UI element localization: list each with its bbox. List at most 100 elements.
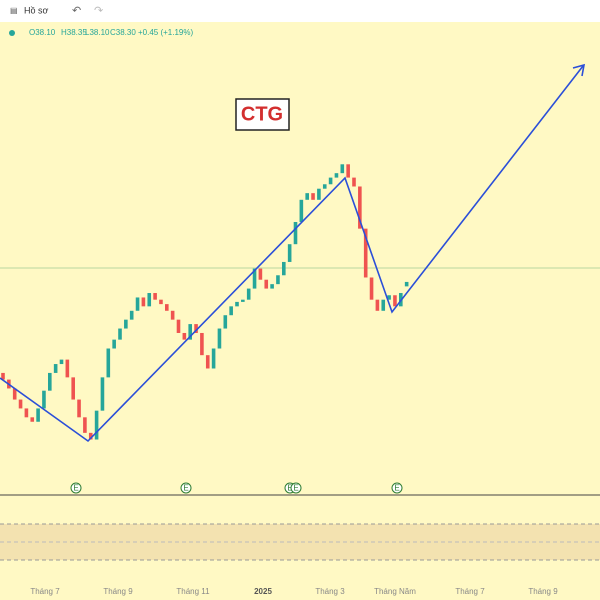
- chart-title: CTG: [241, 103, 283, 125]
- x-tick-label: 2025: [254, 587, 272, 596]
- candle-body: [305, 193, 309, 200]
- event-marker: [180, 482, 192, 494]
- candle-body: [176, 319, 181, 333]
- candle-body: [12, 388, 17, 400]
- candle-body: [94, 410, 99, 440]
- candle-body: [381, 299, 386, 311]
- event-marker: [70, 482, 82, 494]
- candle-body: [334, 173, 339, 178]
- candle-body: [48, 372, 52, 391]
- x-tick-label: Tháng 11: [176, 587, 210, 596]
- candle-body: [205, 355, 210, 369]
- candle-body: [194, 324, 198, 333]
- event-marker: [391, 482, 403, 494]
- candle-body: [340, 164, 345, 174]
- undo-button[interactable]: ↶: [72, 5, 81, 17]
- redo-button[interactable]: ↷: [94, 5, 103, 17]
- event-marker: [290, 482, 302, 494]
- trend-path: [0, 65, 584, 443]
- candle-body: [36, 408, 40, 422]
- legend-high: H38.35: [61, 28, 87, 37]
- candle-body: [282, 261, 286, 276]
- legend-dot: [9, 30, 15, 36]
- candle-body: [311, 193, 315, 200]
- candle-body: [18, 399, 23, 409]
- candle-body: [375, 299, 380, 311]
- candle-body: [387, 295, 391, 300]
- candle-body: [317, 188, 321, 200]
- event-label: E: [293, 484, 298, 493]
- candle-body: [112, 339, 116, 349]
- candle-body: [346, 164, 350, 178]
- candle-body: [106, 348, 111, 378]
- candle-body: [358, 186, 362, 229]
- candle-body: [71, 377, 75, 400]
- candle-body: [24, 408, 29, 418]
- candle-body: [258, 268, 263, 280]
- candle-body: [153, 293, 157, 300]
- rsi-band: [0, 524, 600, 560]
- candle-body: [235, 301, 239, 307]
- candle-body: [1, 372, 5, 380]
- candle-body: [165, 304, 169, 311]
- candle-body: [42, 390, 46, 409]
- candle-body: [30, 417, 35, 422]
- candle-body: [182, 332, 187, 340]
- candles: [1, 164, 409, 440]
- candle-body: [369, 277, 374, 300]
- candle-body: [264, 279, 269, 289]
- event-label: E: [287, 484, 292, 493]
- toolbar: [0, 0, 600, 22]
- candle-body: [404, 281, 409, 287]
- event-label: E: [394, 484, 399, 493]
- candle-body: [170, 310, 175, 320]
- candle-body: [252, 268, 257, 289]
- x-tick-label: Tháng 7: [455, 587, 485, 596]
- candle-body: [287, 244, 292, 262]
- candle-body: [276, 275, 280, 285]
- candle-body: [147, 293, 152, 307]
- candle-body: [393, 295, 397, 307]
- candle-body: [200, 332, 204, 356]
- candle-body: [217, 328, 222, 349]
- event-label: E: [73, 484, 78, 493]
- candle-body: [159, 299, 163, 305]
- legend-close: C38.30: [110, 28, 136, 37]
- candle-body: [65, 359, 70, 378]
- candle-body: [241, 299, 245, 302]
- x-tick-label: Tháng 9: [103, 587, 133, 596]
- candle-body: [118, 328, 122, 340]
- candle-body: [135, 297, 140, 311]
- legend-low: L38.10: [85, 28, 110, 37]
- candle-body: [223, 315, 228, 329]
- candle-body: [328, 177, 333, 185]
- candle-body: [59, 359, 64, 365]
- trend-arrowhead: [572, 63, 586, 77]
- candle-body: [293, 222, 298, 245]
- candle-body: [53, 364, 58, 373]
- candle-body: [141, 297, 146, 307]
- candle-body: [270, 284, 274, 289]
- x-tick-label: Tháng 7: [30, 587, 60, 596]
- candle-body: [352, 177, 356, 187]
- candle-body: [299, 199, 304, 222]
- candle-body: [211, 348, 216, 369]
- legend-change: +0.45 (+1.19%): [138, 28, 193, 37]
- candle-body: [246, 288, 251, 300]
- candle-body: [77, 399, 81, 418]
- candle-body: [124, 319, 128, 329]
- candle-body: [83, 417, 87, 433]
- event-label: E: [183, 484, 188, 493]
- candle-body: [129, 310, 134, 320]
- x-axis: Tháng 7 Tháng 9 Tháng 11 2025 Tháng 3 Tháng N…: [30, 587, 558, 596]
- title-box: [235, 98, 290, 131]
- profile-button[interactable]: Hồ sơ: [24, 5, 49, 15]
- x-tick-label: Tháng 9: [528, 587, 558, 596]
- candle-body: [188, 324, 192, 340]
- candle-body: [322, 184, 327, 189]
- candle-body: [100, 377, 105, 411]
- toolbar-icon[interactable]: ▤: [10, 6, 18, 15]
